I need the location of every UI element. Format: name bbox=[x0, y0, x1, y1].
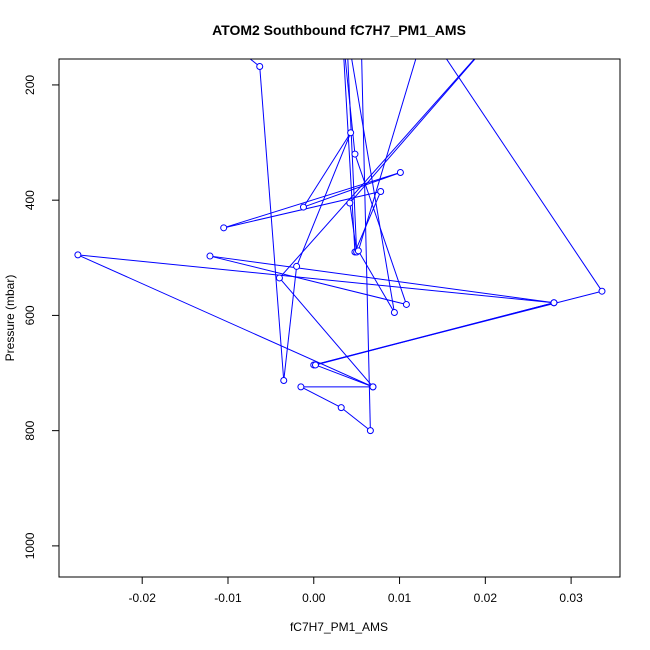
series-line-segment bbox=[303, 172, 401, 208]
series-line-segment bbox=[361, 59, 371, 431]
data-point bbox=[598, 287, 606, 295]
data-point bbox=[550, 299, 558, 307]
y-axis-ticks: 200 400 600 800 1000 bbox=[23, 75, 59, 559]
series-line-segment bbox=[223, 172, 401, 229]
data-point bbox=[311, 361, 319, 369]
data-point bbox=[206, 252, 214, 260]
series-line-segment bbox=[279, 59, 475, 279]
series-line-segment bbox=[279, 277, 374, 388]
series-line-segment bbox=[354, 191, 382, 253]
data-point bbox=[396, 169, 404, 177]
data-point bbox=[297, 383, 305, 391]
x-tick-label: -0.02 bbox=[129, 591, 157, 605]
series-line-segment bbox=[259, 66, 285, 381]
y-tick-label: 400 bbox=[23, 190, 37, 210]
data-point bbox=[346, 199, 354, 207]
data-point bbox=[299, 203, 307, 211]
x-tick-label: 0.00 bbox=[302, 591, 326, 605]
series-points bbox=[74, 62, 606, 435]
y-tick-label: 1000 bbox=[23, 532, 37, 559]
data-point bbox=[402, 300, 410, 308]
series-line-segment bbox=[209, 255, 407, 305]
data-point bbox=[354, 247, 362, 255]
series-line-segment bbox=[343, 59, 356, 253]
y-tick-label: 600 bbox=[23, 305, 37, 325]
series-line-segment bbox=[340, 407, 371, 432]
chart-title: ATOM2 Southbound fC7H7_PM1_AMS bbox=[212, 22, 466, 38]
series-line-segment bbox=[357, 250, 395, 313]
series-line-segment bbox=[445, 59, 603, 292]
series-line-segment bbox=[315, 364, 374, 388]
series-line-segment bbox=[77, 254, 374, 388]
x-axis-ticks: -0.02 -0.01 0.00 0.01 0.02 0.03 bbox=[129, 577, 583, 605]
series-line-segment bbox=[283, 266, 298, 381]
series-line-segment bbox=[351, 59, 395, 313]
data-point bbox=[390, 309, 398, 317]
data-point bbox=[275, 274, 283, 282]
x-tick-label: 0.02 bbox=[474, 591, 498, 605]
data-point bbox=[280, 377, 288, 385]
series-line-segment bbox=[300, 386, 342, 409]
data-point bbox=[74, 251, 82, 259]
data-point bbox=[337, 404, 345, 412]
series-lines bbox=[77, 59, 603, 432]
y-tick-label: 800 bbox=[23, 420, 37, 440]
series-line-segment bbox=[347, 59, 358, 253]
series-line-segment bbox=[303, 132, 352, 208]
y-tick-label: 200 bbox=[23, 75, 37, 95]
data-point bbox=[366, 427, 374, 435]
x-tick-label: -0.01 bbox=[214, 591, 242, 605]
data-point bbox=[256, 62, 264, 70]
data-point bbox=[293, 262, 301, 270]
data-point bbox=[347, 129, 355, 137]
x-tick-label: 0.01 bbox=[388, 591, 412, 605]
x-axis-label: fC7H7_PM1_AMS bbox=[290, 620, 388, 634]
series-line-segment bbox=[349, 202, 358, 253]
data-point bbox=[351, 150, 359, 158]
plot-frame bbox=[58, 58, 621, 578]
data-point bbox=[220, 224, 228, 232]
plot-area bbox=[74, 59, 606, 435]
series-line-segment bbox=[77, 254, 554, 304]
series-line-segment bbox=[315, 302, 555, 366]
series-line-segment bbox=[349, 59, 476, 204]
series-line-segment bbox=[209, 255, 555, 304]
data-point bbox=[377, 188, 385, 196]
y-axis-label: Pressure (mbar) bbox=[3, 275, 17, 362]
data-point bbox=[369, 383, 377, 391]
series-line-segment bbox=[357, 59, 417, 252]
x-tick-label: 0.03 bbox=[559, 591, 583, 605]
